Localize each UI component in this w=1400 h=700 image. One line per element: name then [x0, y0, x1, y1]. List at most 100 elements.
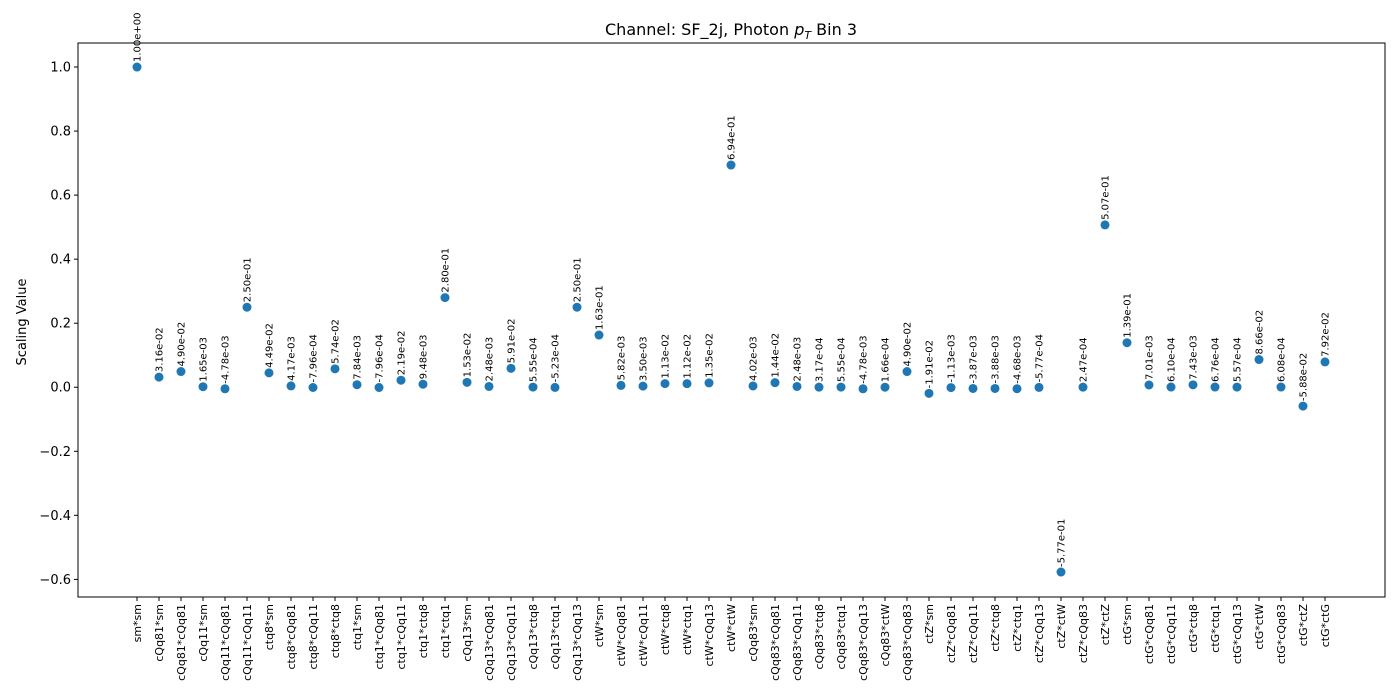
x-tick-label: ctq1*cQq11	[395, 604, 408, 670]
data-label: 1.13e-02	[661, 334, 672, 379]
x-tick-label: ctW*cQq81	[615, 604, 628, 666]
y-tick-label: 0.2	[50, 317, 71, 332]
data-label: -5.88e-02	[1299, 353, 1310, 401]
data-label: 1.12e-02	[683, 334, 694, 379]
x-tick-label: cQq11*cQq81	[219, 604, 232, 681]
data-point	[792, 381, 802, 391]
data-point	[616, 380, 626, 390]
x-tick-label: ctq1*cQq81	[373, 604, 386, 670]
data-point	[220, 384, 230, 394]
data-label: 1.53e-02	[463, 333, 474, 378]
data-point	[550, 382, 560, 392]
data-label: 8.66e-02	[1255, 310, 1266, 355]
data-label: 5.55e-04	[529, 337, 540, 382]
data-point	[418, 379, 428, 389]
data-label: 5.82e-03	[617, 336, 628, 381]
data-label: -5.23e-04	[551, 334, 562, 382]
data-label: 7.43e-03	[1189, 335, 1200, 380]
data-point	[924, 388, 934, 398]
data-point	[1122, 338, 1132, 348]
x-tick-label: ctG*ctW	[1253, 604, 1266, 650]
data-label: 1.44e-02	[771, 333, 782, 378]
data-point	[814, 382, 824, 392]
data-point	[1210, 382, 1220, 392]
x-tick-label: ctG*cQq11	[1165, 604, 1178, 664]
x-tick-label: ctG*ctq1	[1209, 604, 1222, 653]
x-tick-label: ctZ*ctW	[1055, 604, 1068, 649]
data-label: 2.47e-04	[1079, 337, 1090, 382]
x-tick-label: ctZ*cQq81	[945, 604, 958, 663]
data-label: -7.96e-04	[309, 334, 320, 382]
x-tick-label: ctG*cQq81	[1143, 604, 1156, 664]
x-tick-label: cQq13*cQq81	[483, 604, 496, 681]
data-point	[1276, 382, 1286, 392]
x-tick-label: cQq81*sm	[153, 604, 166, 662]
data-point	[726, 160, 736, 170]
data-point	[858, 384, 868, 394]
data-label: -3.88e-03	[991, 335, 1002, 383]
data-label: 1.00e+00	[133, 12, 144, 62]
x-tick-label: ctq8*sm	[263, 604, 276, 650]
y-tick-label: −0.4	[39, 509, 71, 524]
x-tick-label: ctW*ctq1	[681, 604, 694, 655]
data-label: 1.66e-04	[881, 337, 892, 382]
x-tick-label: cQq83*cQq83	[901, 604, 914, 681]
x-tick-label: cQq11*sm	[197, 604, 210, 662]
data-label: 6.94e-01	[727, 115, 738, 160]
data-point	[1012, 384, 1022, 394]
data-label: 7.84e-03	[353, 335, 364, 380]
x-tick-label: ctq8*cQq81	[285, 604, 298, 670]
data-label: 5.07e-01	[1101, 175, 1112, 220]
data-point	[484, 381, 494, 391]
x-tick-label: ctq8*cQq11	[307, 604, 320, 670]
x-tick-label: sm*sm	[131, 604, 144, 642]
data-label: -3.87e-03	[969, 335, 980, 383]
x-tick-label: cQq83*ctW	[879, 604, 892, 667]
y-tick-label: −0.6	[39, 573, 71, 588]
x-tick-label: ctW*cQq11	[637, 604, 650, 666]
data-point	[176, 367, 186, 377]
data-point	[1188, 380, 1198, 390]
x-tick-label: cQq13*cQq11	[505, 604, 518, 681]
data-label: 4.90e-02	[177, 322, 188, 367]
data-point	[462, 377, 472, 387]
data-point	[1100, 220, 1110, 230]
data-label: 5.57e-04	[1233, 337, 1244, 382]
y-tick-label: 0.6	[50, 189, 71, 204]
data-label: 2.50e-01	[573, 257, 584, 302]
data-label: -1.13e-03	[947, 334, 958, 382]
data-label: 1.39e-01	[1123, 293, 1134, 338]
data-point	[242, 302, 252, 312]
data-point	[396, 375, 406, 385]
data-point	[1056, 567, 1066, 577]
data-label: 7.01e-03	[1145, 335, 1156, 380]
data-point	[330, 364, 340, 374]
data-point	[594, 330, 604, 340]
data-point	[1320, 357, 1330, 367]
plot-frame	[77, 42, 1386, 598]
y-tick-label: 0.4	[50, 253, 71, 268]
data-point	[308, 383, 318, 393]
x-tick-label: ctq1*ctq1	[439, 604, 452, 658]
data-label: 6.10e-04	[1167, 337, 1178, 382]
x-tick-label: ctW*sm	[593, 604, 606, 647]
data-label: 1.35e-02	[705, 333, 716, 378]
data-point	[1254, 355, 1264, 365]
x-tick-label: ctW*cQq13	[703, 604, 716, 666]
x-tick-label: ctq8*ctq8	[329, 604, 342, 658]
data-label: 3.17e-04	[815, 337, 826, 382]
data-label: 1.63e-01	[595, 285, 606, 330]
x-tick-label: ctZ*ctq8	[989, 604, 1002, 652]
data-label: 2.80e-01	[441, 248, 452, 293]
data-label: -1.91e-02	[925, 340, 936, 388]
x-tick-label: cQq13*sm	[461, 604, 474, 662]
data-point	[968, 383, 978, 393]
data-label: 5.55e-04	[837, 337, 848, 382]
data-point	[1144, 380, 1154, 390]
x-tick-label: cQq13*cQq13	[571, 604, 584, 681]
data-label: 2.50e-01	[243, 257, 254, 302]
x-tick-label: ctG*sm	[1121, 604, 1134, 645]
data-point	[990, 383, 1000, 393]
chart-title: Channel: SF_2j, Photon pT Bin 3	[605, 20, 857, 42]
